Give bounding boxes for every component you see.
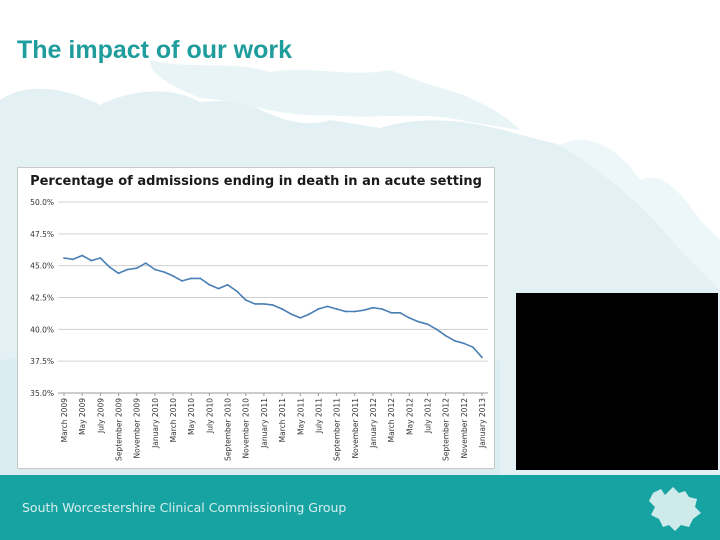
data-point bbox=[381, 308, 383, 310]
x-tick-label: July 2011 bbox=[314, 398, 323, 434]
y-tick-label: 47.5% bbox=[30, 230, 54, 239]
data-point bbox=[181, 280, 184, 282]
y-tick-label: 40.0% bbox=[30, 325, 54, 334]
data-point bbox=[217, 287, 220, 290]
data-point bbox=[208, 283, 211, 286]
x-tick-label: November 2012 bbox=[460, 398, 469, 459]
map-region-east bbox=[560, 139, 720, 290]
data-point bbox=[126, 268, 129, 271]
data-point bbox=[72, 258, 74, 261]
data-point bbox=[308, 313, 311, 315]
data-point bbox=[281, 308, 283, 310]
data-point bbox=[481, 356, 483, 359]
data-point bbox=[372, 306, 374, 309]
x-tick-label: March 2010 bbox=[169, 398, 178, 443]
data-point bbox=[226, 283, 229, 286]
slide-title: The impact of our work bbox=[17, 36, 293, 64]
x-tick-label: May 2010 bbox=[187, 398, 196, 435]
data-point bbox=[272, 304, 274, 307]
data-point bbox=[90, 259, 93, 262]
series-line bbox=[63, 254, 483, 358]
data-point bbox=[435, 328, 438, 331]
data-point bbox=[235, 290, 238, 293]
x-tick-label: July 2010 bbox=[205, 398, 214, 434]
x-tick-label: July 2012 bbox=[423, 398, 432, 434]
x-tick-label: November 2011 bbox=[351, 398, 360, 459]
data-point bbox=[362, 309, 365, 312]
data-point bbox=[253, 302, 256, 305]
data-point bbox=[63, 257, 65, 259]
y-tick-label: 37.5% bbox=[30, 357, 54, 366]
data-point bbox=[453, 339, 456, 342]
y-tick-label: 45.0% bbox=[30, 262, 54, 271]
y-tick-label: 42.5% bbox=[30, 294, 54, 303]
x-tick-label: March 2009 bbox=[60, 398, 69, 443]
footer-bar: South Worcestershire Clinical Commission… bbox=[0, 475, 720, 540]
data-point bbox=[353, 310, 356, 313]
black-panel bbox=[516, 293, 718, 470]
data-point bbox=[426, 323, 429, 326]
data-point bbox=[163, 271, 165, 273]
x-tick-label: January 2010 bbox=[151, 398, 160, 449]
county-map-icon bbox=[649, 487, 701, 531]
data-point bbox=[335, 308, 338, 310]
data-point bbox=[172, 274, 174, 277]
data-point bbox=[444, 334, 447, 337]
data-point bbox=[199, 277, 202, 280]
x-tick-label: January 2013 bbox=[478, 398, 487, 449]
data-point bbox=[299, 316, 302, 319]
data-point bbox=[317, 308, 320, 310]
data-point bbox=[263, 302, 265, 305]
map-region-north bbox=[150, 60, 520, 130]
data-point bbox=[153, 268, 156, 271]
chart-container: 35.0% 37.5% 40.0% 42.5% 45.0% 47.5% 50.0% March… bbox=[17, 167, 495, 469]
x-tick-label: May 2009 bbox=[78, 398, 87, 435]
x-tick-label: September 2010 bbox=[224, 398, 233, 461]
data-point bbox=[462, 342, 465, 345]
x-tick-label: May 2011 bbox=[296, 398, 305, 435]
organisation-name: South Worcestershire Clinical Commission… bbox=[22, 500, 347, 515]
data-point bbox=[99, 257, 102, 259]
chart-title: Percentage of admissions ending in death… bbox=[30, 174, 482, 189]
x-tick-label: November 2010 bbox=[242, 398, 251, 459]
x-tick-label: January 2011 bbox=[260, 398, 269, 449]
data-point bbox=[135, 267, 138, 270]
y-tick-label: 50.0% bbox=[30, 198, 54, 207]
data-point bbox=[81, 254, 84, 257]
data-point bbox=[344, 310, 347, 313]
x-tick-label: September 2009 bbox=[115, 398, 124, 461]
x-tick-label: September 2012 bbox=[442, 398, 451, 461]
line-chart: 35.0% 37.5% 40.0% 42.5% 45.0% 47.5% 50.0% March… bbox=[30, 198, 488, 461]
data-point bbox=[390, 311, 393, 314]
data-point bbox=[244, 299, 247, 301]
x-tick-label: November 2009 bbox=[133, 398, 142, 459]
x-tick-label: May 2012 bbox=[405, 398, 414, 435]
x-tick-label: September 2011 bbox=[333, 398, 342, 461]
data-point bbox=[108, 266, 111, 268]
data-point bbox=[326, 305, 329, 308]
data-point bbox=[144, 262, 147, 265]
data-point bbox=[417, 320, 420, 323]
data-point bbox=[472, 346, 474, 349]
data-point bbox=[117, 272, 120, 275]
data-point bbox=[399, 311, 402, 314]
y-tick-label: 35.0% bbox=[30, 389, 54, 398]
data-point bbox=[408, 316, 411, 319]
data-point bbox=[190, 277, 193, 280]
x-tick-label: January 2012 bbox=[369, 398, 378, 449]
x-tick-label: July 2009 bbox=[96, 398, 105, 434]
data-point bbox=[290, 313, 293, 315]
x-tick-label: March 2012 bbox=[387, 398, 396, 443]
x-tick-label: March 2011 bbox=[278, 398, 287, 443]
